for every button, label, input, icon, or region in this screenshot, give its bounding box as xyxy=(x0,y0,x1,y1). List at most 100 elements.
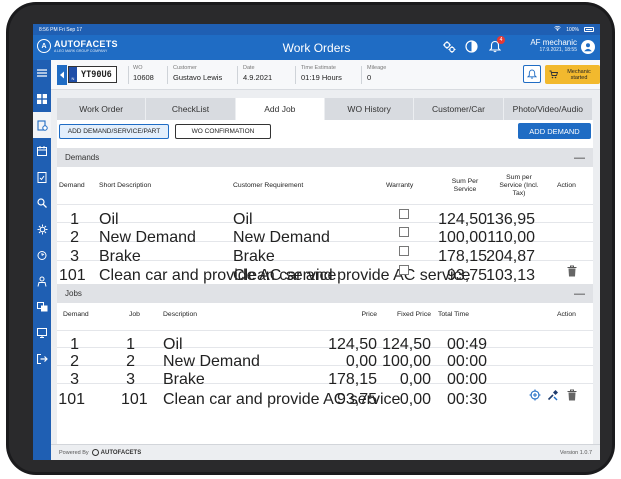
license-plate: N YT90U6 xyxy=(68,66,117,83)
job-row[interactable]: 3 3 Brake 178,15 0,00 00:00 xyxy=(57,366,593,388)
job-demand: 101 xyxy=(58,391,85,408)
trash-icon[interactable] xyxy=(567,388,577,406)
col-demand: Demand xyxy=(63,311,89,318)
wo-field-label: Time Estimate xyxy=(301,65,336,71)
warranty-checkbox[interactable] xyxy=(399,265,409,275)
job-row[interactable]: 2 2 New Demand 0,00 100,00 00:00 xyxy=(57,348,593,370)
col-price: Price xyxy=(361,311,378,318)
timer-icon[interactable] xyxy=(33,242,51,268)
demand-sum: 93,75 xyxy=(446,267,487,284)
collapse-icon[interactable]: — xyxy=(574,151,585,164)
demand-row[interactable]: 101 Clean car and provide AC service Cle… xyxy=(57,261,593,284)
warranty-checkbox[interactable] xyxy=(399,227,409,237)
settings-icon[interactable] xyxy=(441,39,456,54)
search-icon[interactable] xyxy=(33,190,51,216)
wo-field-value: 0 xyxy=(367,73,372,82)
demand-row[interactable]: 1 Oil Oil 124,50 136,95 xyxy=(57,204,593,228)
add-demand-service-part-button[interactable]: ADD DEMAND/SERVICE/PART xyxy=(59,124,169,139)
wo-field-mileage: Mileage 0 xyxy=(367,65,386,82)
user-avatar-icon[interactable] xyxy=(581,40,595,54)
col-action: Action xyxy=(557,182,576,189)
job-description: Brake xyxy=(163,371,205,388)
monitor-icon[interactable] xyxy=(33,320,51,346)
parts-gear-icon[interactable] xyxy=(33,216,51,242)
demand-row[interactable]: 3 Brake Brake 178,15 204,87 xyxy=(57,242,593,265)
plate-country: N xyxy=(69,67,77,82)
col-sum-per-service: Sum Per Service xyxy=(451,178,479,193)
wo-field-label: WO xyxy=(133,65,143,71)
brand-text: AUTOFACETS A LEO MARK GROUP COMPANY xyxy=(54,39,118,53)
demands-section-title: Demands xyxy=(65,153,100,162)
job-description: Clean car and provide AC service xyxy=(163,391,401,408)
mechanic-started-button[interactable]: Mechanic started xyxy=(545,65,600,84)
tab-photo-video-audio[interactable]: Photo/Video/Audio xyxy=(504,98,593,120)
work-order-summary-bar: N YT90U6 WO 10608 Customer Gustavo Lewis… xyxy=(51,60,600,90)
demands-table-header: Demand Short Description Customer Requir… xyxy=(57,174,593,204)
demand-customer-requirement: Clean car and provide AC service xyxy=(233,267,471,284)
header-icon-group: 4 xyxy=(441,36,505,54)
wo-field-value: Gustavo Lewis xyxy=(173,73,223,82)
demand-sum-incl-tax: 110,00 xyxy=(487,229,535,246)
add-demand-button[interactable]: ADD DEMAND xyxy=(518,123,591,139)
work-orders-icon[interactable] xyxy=(33,112,51,138)
translate-icon[interactable] xyxy=(33,294,51,320)
notification-badge: 4 xyxy=(497,36,505,44)
back-arrow-icon[interactable] xyxy=(57,65,67,85)
tab-checklist[interactable]: CheckList xyxy=(146,98,236,120)
app-header: A AUTOFACETS A LEO MARK GROUP COMPANY Wo… xyxy=(33,35,600,60)
calendar-icon[interactable] xyxy=(33,138,51,164)
add-part-icon[interactable] xyxy=(529,388,541,406)
jobs-section-header[interactable]: Jobs — xyxy=(57,284,593,303)
mechanic-icon[interactable] xyxy=(33,268,51,294)
theme-toggle-icon[interactable] xyxy=(464,39,479,54)
mechanic-alarm-button[interactable] xyxy=(523,65,541,83)
logout-icon[interactable] xyxy=(33,346,51,372)
tab-wo-history[interactable]: WO History xyxy=(325,98,415,120)
job-row[interactable]: 101 101 Clean car and provide AC service… xyxy=(57,384,593,408)
col-warranty: Warranty xyxy=(386,182,414,189)
warranty-checkbox[interactable] xyxy=(399,246,409,256)
col-description: Description xyxy=(163,311,197,318)
system-status-bar: 8:56 PM Fri Sep 17 100% xyxy=(33,24,600,35)
demands-section-header[interactable]: Demands — xyxy=(57,148,593,167)
trash-icon[interactable] xyxy=(567,264,577,282)
repair-tools-icon[interactable] xyxy=(547,388,559,406)
brand-logo[interactable]: A AUTOFACETS A LEO MARK GROUP COMPANY xyxy=(37,39,118,53)
job-fixed-price: 124,50 xyxy=(382,336,431,353)
job-price: 124,50 xyxy=(328,336,377,353)
job-fixed-price: 100,00 xyxy=(382,353,431,370)
tab-add-job[interactable]: Add Job xyxy=(235,98,325,120)
report-icon[interactable] xyxy=(33,164,51,190)
status-right: 100% xyxy=(554,25,594,33)
wo-confirmation-button[interactable]: WO CONFIRMATION xyxy=(175,124,271,139)
plate-number: YT90U6 xyxy=(81,69,112,80)
job-price: 0,00 xyxy=(345,353,377,370)
powered-by-label: Powered By xyxy=(59,449,89,456)
warranty-checkbox[interactable] xyxy=(399,209,409,219)
wo-field-label: Mileage xyxy=(367,65,387,71)
brand-mark-icon: A xyxy=(37,39,51,53)
demand-sum-incl-tax: 136,95 xyxy=(486,211,535,228)
collapse-icon[interactable]: — xyxy=(574,287,585,300)
col-total-time: Total Time xyxy=(438,311,469,318)
demand-row[interactable]: 2 New Demand New Demand 100,00 110,00 xyxy=(57,223,593,246)
jobs-table-header: Demand Job Description Price Fixed Price… xyxy=(57,308,593,330)
action-row: ADD DEMAND/SERVICE/PART WO CONFIRMATION … xyxy=(57,120,593,146)
demand-number: 101 xyxy=(59,267,86,284)
wifi-icon xyxy=(554,25,561,33)
menu-hamburger-icon[interactable] xyxy=(33,60,51,86)
wo-field-customer: Customer Gustavo Lewis xyxy=(173,65,222,82)
job-row[interactable]: 1 1 Oil 124,50 124,50 00:49 xyxy=(57,330,593,353)
col-job: Job xyxy=(129,311,140,318)
demand-number: 2 xyxy=(70,229,79,246)
col-fixed-price: Fixed Price xyxy=(397,311,431,318)
notifications-bell-icon[interactable]: 4 xyxy=(487,36,505,54)
wo-field-value: 01:19 Hours xyxy=(301,73,342,82)
tab-customer-car[interactable]: Customer/Car xyxy=(414,98,504,120)
divider xyxy=(167,66,168,84)
job-total-time: 00:00 xyxy=(447,353,488,370)
dashboard-grid-icon[interactable] xyxy=(33,86,51,112)
tab-work-order[interactable]: Work Order xyxy=(57,98,147,120)
powered-by: Powered By AUTOFACETS xyxy=(59,449,141,456)
jobs-section-title: Jobs xyxy=(65,289,82,298)
